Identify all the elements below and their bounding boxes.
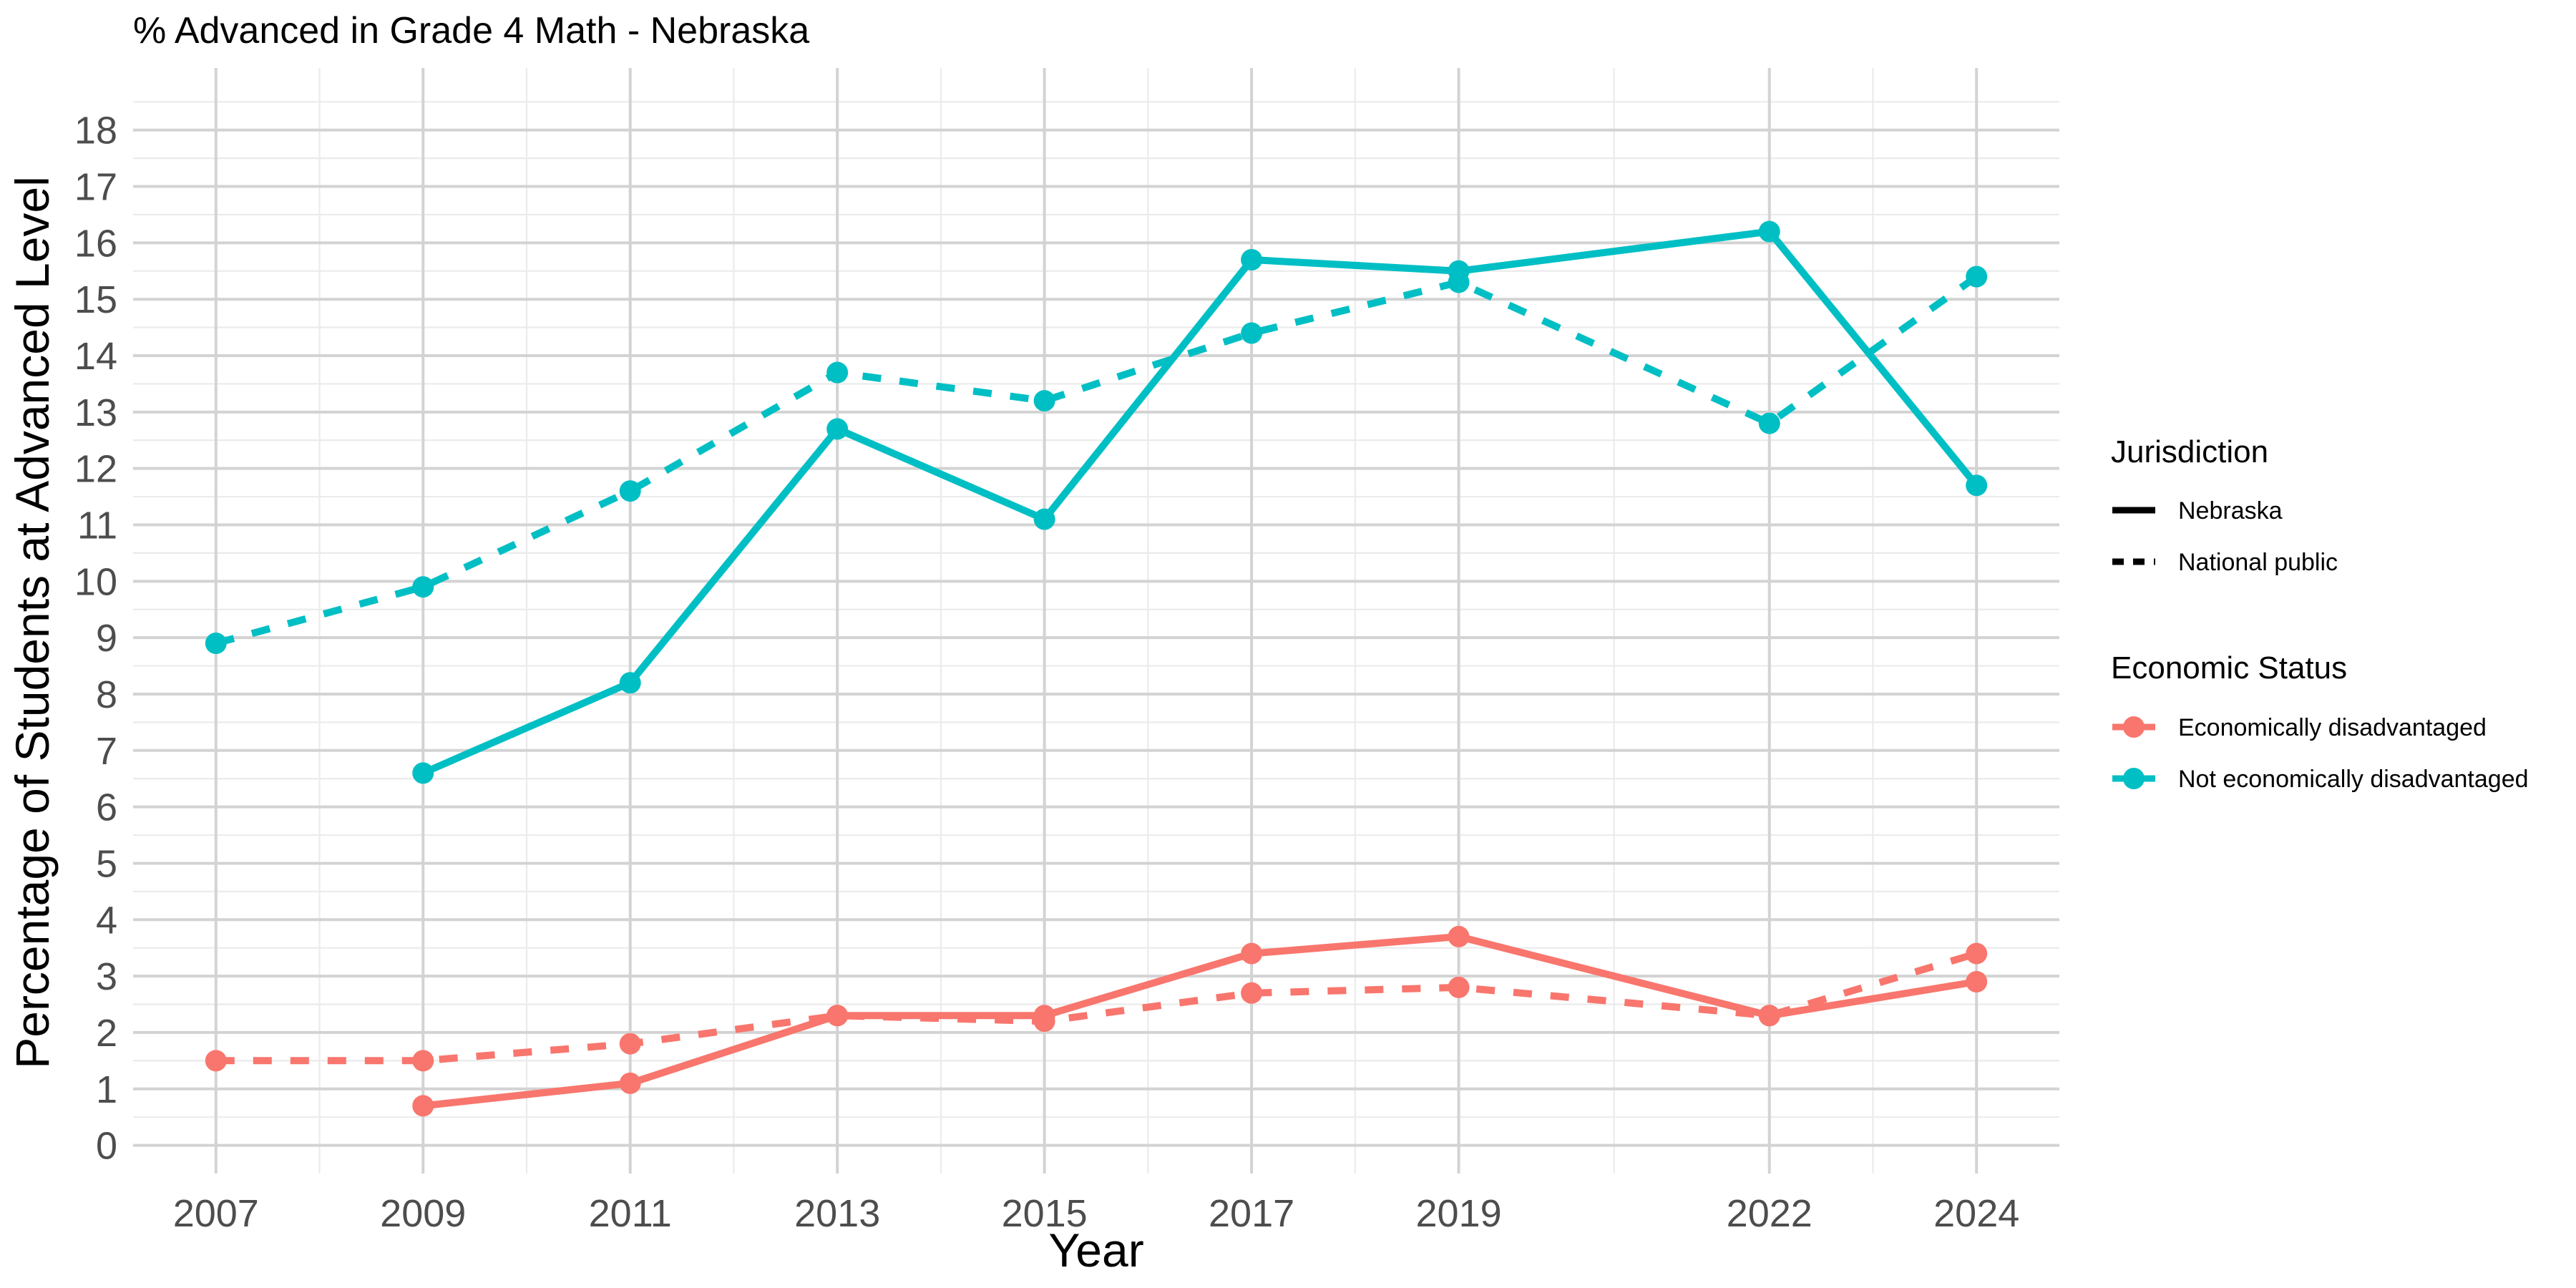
data-point <box>1448 271 1470 293</box>
x-tick-label: 2022 <box>1727 1192 1813 1235</box>
x-tick-label: 2011 <box>589 1192 672 1235</box>
series-national-public-not-economically-disadvantaged <box>205 265 1988 655</box>
y-tick-label: 7 <box>96 730 117 773</box>
data-point <box>205 1050 227 1072</box>
legend-label: Not economically disadvantaged <box>2178 766 2529 793</box>
legend-title-jurisdiction: Jurisdiction <box>2111 434 2268 469</box>
legend-label: Economically disadvantaged <box>2178 714 2487 741</box>
y-tick-label: 12 <box>74 448 117 491</box>
legend-title-economic-status: Economic Status <box>2111 650 2347 686</box>
data-point <box>1033 1010 1055 1033</box>
y-tick-label: 13 <box>74 391 117 434</box>
x-tick-label: 2019 <box>1415 1192 1501 1235</box>
data-point <box>1758 412 1780 434</box>
y-tick-label: 3 <box>96 955 117 998</box>
x-axis-ticks: 2007 2009 2011 2013 2015 2017 2019 2022 2024 <box>173 1192 2020 1235</box>
x-tick-label: 2015 <box>1002 1192 1088 1235</box>
y-tick-label: 2 <box>96 1012 117 1055</box>
y-tick-label: 1 <box>96 1068 117 1111</box>
data-point <box>1966 970 1988 992</box>
y-tick-label: 0 <box>96 1125 117 1168</box>
data-point <box>619 480 641 502</box>
y-tick-label: 15 <box>74 278 117 321</box>
y-tick-label: 8 <box>96 673 117 716</box>
series-line <box>421 228 1980 776</box>
series-nebraska-not-economically-disadvantaged <box>412 220 1988 784</box>
legend-label: National public <box>2178 549 2338 576</box>
data-point <box>826 418 849 440</box>
y-axis-title: Percentage of Students at Advanced Level <box>6 176 59 1069</box>
legend-key-point <box>2123 768 2145 789</box>
data-point <box>1966 474 1988 497</box>
data-point <box>412 576 434 598</box>
data-point <box>1448 925 1470 947</box>
legend-label: Nebraska <box>2178 497 2283 525</box>
data-point <box>412 1095 434 1117</box>
data-point <box>1241 982 1263 1004</box>
legend-key-point <box>2123 716 2145 738</box>
grid <box>133 68 2059 1174</box>
data-point <box>1448 976 1470 998</box>
data-point <box>1966 942 1988 965</box>
data-point <box>1241 249 1263 271</box>
y-tick-label: 17 <box>74 166 117 209</box>
data-point <box>1966 265 1988 288</box>
y-tick-label: 18 <box>74 109 117 152</box>
data-point <box>619 1072 641 1094</box>
x-tick-label: 2017 <box>1209 1192 1294 1235</box>
data-point <box>1241 942 1263 965</box>
data-point <box>826 1005 849 1027</box>
y-tick-label: 6 <box>96 786 117 829</box>
data-point <box>412 1050 434 1072</box>
y-tick-label: 9 <box>96 617 117 660</box>
x-tick-label: 2013 <box>794 1192 880 1235</box>
data-point <box>1241 322 1263 344</box>
data-point <box>1033 508 1055 530</box>
y-tick-label: 14 <box>74 335 117 378</box>
legend: Jurisdiction Nebraska National public Econo… <box>2111 434 2529 793</box>
data-point <box>619 672 641 694</box>
data-point <box>1758 1005 1780 1027</box>
x-tick-label: 2024 <box>1933 1192 2019 1235</box>
data-point <box>619 1033 641 1055</box>
series-line <box>215 950 1978 1065</box>
data-point <box>205 633 227 655</box>
x-axis-title: Year <box>1048 1224 1143 1277</box>
y-tick-label: 10 <box>74 560 117 603</box>
series-line <box>422 932 1978 1110</box>
y-tick-label: 11 <box>77 504 117 547</box>
y-tick-label: 5 <box>96 842 117 885</box>
plot-series <box>205 220 1988 1117</box>
y-tick-label: 16 <box>74 222 117 265</box>
series-national-public-economically-disadvantaged <box>205 942 1988 1072</box>
data-point <box>412 762 434 784</box>
y-tick-label: 4 <box>96 899 117 942</box>
data-point <box>1758 220 1780 243</box>
x-tick-label: 2009 <box>380 1192 466 1235</box>
chart-title: % Advanced in Grade 4 Math - Nebraska <box>133 10 809 52</box>
data-point <box>1033 390 1055 412</box>
data-point <box>826 361 849 384</box>
x-tick-label: 2007 <box>173 1192 259 1235</box>
